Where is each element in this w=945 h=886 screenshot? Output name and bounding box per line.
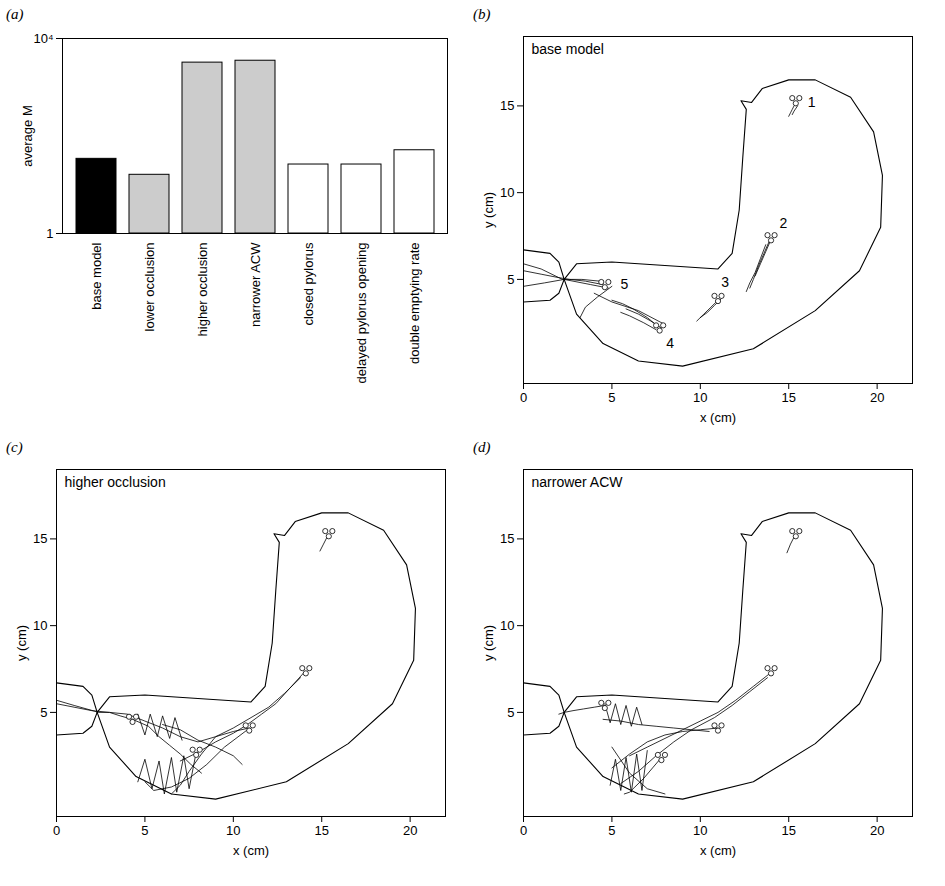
svg-text:y (cm): y (cm)	[481, 192, 496, 228]
svg-text:3: 3	[721, 274, 729, 290]
svg-text:higher occlusion: higher occlusion	[195, 243, 210, 337]
svg-text:0: 0	[53, 823, 60, 838]
svg-text:15: 15	[781, 823, 795, 838]
svg-text:15: 15	[500, 531, 514, 546]
svg-text:20: 20	[870, 390, 884, 405]
svg-text:10: 10	[500, 185, 514, 200]
svg-text:5: 5	[608, 823, 615, 838]
svg-text:1: 1	[808, 94, 816, 110]
svg-text:5: 5	[620, 276, 628, 292]
svg-text:15: 15	[781, 390, 795, 405]
svg-text:base model: base model	[89, 242, 104, 309]
svg-text:double emptying rate: double emptying rate	[407, 243, 422, 364]
svg-text:10⁴: 10⁴	[33, 31, 53, 46]
svg-text:5: 5	[507, 272, 514, 287]
svg-text:delayed pylorus opening: delayed pylorus opening	[354, 243, 369, 384]
svg-text:1: 1	[46, 226, 53, 241]
svg-text:average M: average M	[20, 105, 35, 166]
html-text:(c): (c)	[6, 439, 23, 455]
svg-text:5: 5	[507, 705, 514, 720]
svg-text:base model: base model	[532, 41, 604, 57]
svg-text:10: 10	[693, 823, 707, 838]
svg-text:0: 0	[520, 823, 527, 838]
html-text:(d): (d)	[473, 439, 491, 455]
svg-text:15: 15	[500, 98, 514, 113]
html-text:(a): (a)	[6, 6, 24, 22]
svg-text:y (cm): y (cm)	[14, 625, 29, 661]
svg-text:narrower ACW: narrower ACW	[248, 242, 263, 327]
svg-text:10: 10	[500, 618, 514, 633]
svg-text:lower occlusion: lower occlusion	[142, 243, 157, 332]
svg-text:10: 10	[693, 390, 707, 405]
svg-text:10: 10	[226, 823, 240, 838]
svg-text:2: 2	[780, 215, 788, 231]
svg-text:closed pylorus: closed pylorus	[301, 242, 316, 326]
svg-text:narrower ACW: narrower ACW	[532, 474, 624, 490]
svg-text:5: 5	[141, 823, 148, 838]
svg-text:15: 15	[314, 823, 328, 838]
svg-text:5: 5	[40, 705, 47, 720]
html-text:(b): (b)	[473, 6, 491, 22]
svg-text:x (cm): x (cm)	[700, 410, 736, 425]
svg-text:15: 15	[33, 531, 47, 546]
svg-text:20: 20	[403, 823, 417, 838]
svg-text:4: 4	[666, 335, 674, 351]
svg-text:10: 10	[33, 618, 47, 633]
svg-text:x (cm): x (cm)	[700, 843, 736, 858]
svg-text:20: 20	[870, 823, 884, 838]
svg-text:0: 0	[520, 390, 527, 405]
svg-text:x (cm): x (cm)	[233, 843, 269, 858]
svg-text:5: 5	[608, 390, 615, 405]
svg-text:higher occlusion: higher occlusion	[65, 474, 166, 490]
svg-text:y (cm): y (cm)	[481, 625, 496, 661]
